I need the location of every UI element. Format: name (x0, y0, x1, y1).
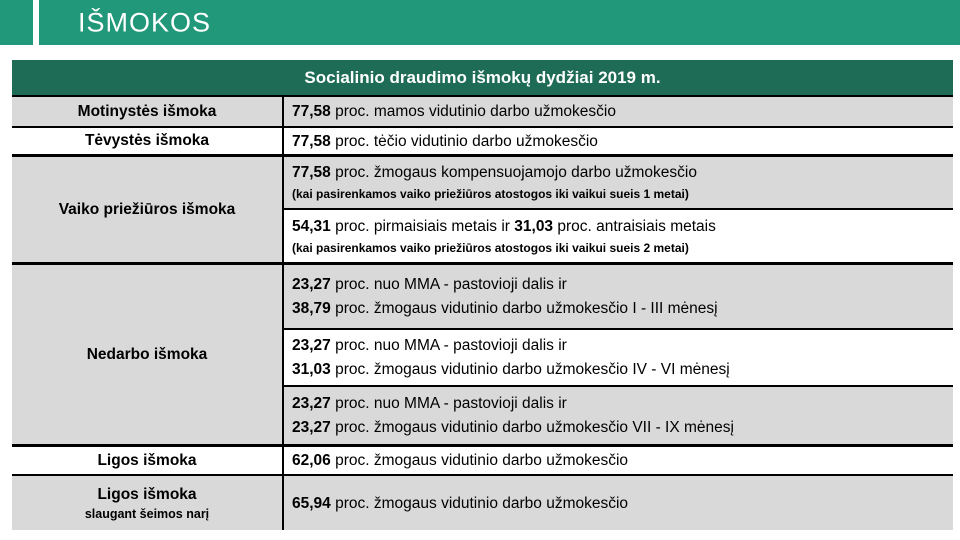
value-text: proc. nuo MMA - pastovioji dalis ir (330, 395, 567, 412)
percent-value: 31,03 (292, 361, 331, 378)
benefit-value-line: 77,58 proc. tėčio vidutinio darbo užmoke… (292, 132, 945, 151)
benefit-value-line: 77,58 proc. mamos vidutinio darbo užmoke… (292, 102, 945, 121)
percent-value: 62,06 (292, 452, 331, 469)
percent-value: 54,31 (292, 217, 331, 235)
value-text: proc. antraisiais metais (553, 217, 716, 235)
benefit-value-line: 77,58 proc. žmogaus kompensuojamojo darb… (292, 163, 945, 182)
row-label-tevystes: Tėvystės išmoka (12, 128, 284, 154)
row-tevystes: Tėvystės išmoka 77,58 proc. tėčio viduti… (12, 128, 953, 157)
value-ligos-slaugant: 65,94 proc. žmogaus vidutinio darbo užmo… (284, 476, 953, 530)
value-vaiko-option1: 77,58 proc. žmogaus kompensuojamojo darb… (284, 157, 953, 210)
row-label-line2: slaugant šeimos narį (84, 506, 210, 521)
row-label-motinystes: Motinystės išmoka (12, 97, 284, 126)
row-label-ligos: Ligos išmoka (12, 447, 284, 474)
value-text: proc. žmogaus vidutinio darbo užmokesčio… (330, 300, 718, 317)
row-label-line1: Ligos išmoka (97, 485, 197, 503)
value-motinystes: 77,58 proc. mamos vidutinio darbo užmoke… (284, 97, 953, 126)
value-nedarbo-period1: 23,27 proc. nuo MMA - pastovioji dalis i… (284, 265, 953, 330)
benefit-value-line: 23,27 proc. žmogaus vidutinio darbo užmo… (292, 418, 945, 437)
percent-value: 23,27 (292, 276, 331, 293)
value-text: proc. žmogaus kompensuojamojo darbo užmo… (330, 164, 697, 181)
value-text: proc. tėčio vidutinio darbo užmokesčio (330, 132, 598, 150)
row-nedarbo: Nedarbo išmoka 23,27 proc. nuo MMA - pas… (12, 265, 953, 447)
table-header: Socialinio draudimo išmokų dydžiai 2019 … (12, 60, 953, 97)
value-text: proc. žmogaus vidutinio darbo užmokesčio… (330, 419, 734, 436)
value-text: proc. pirmaisiais metais ir (330, 217, 515, 235)
value-text: proc. žmogaus vidutinio darbo užmokesčio (330, 494, 629, 512)
percent-value: 65,94 (292, 494, 331, 512)
percent-value: 77,58 (292, 103, 331, 120)
condition-note: (kai pasirenkamos vaiko priežiūros atost… (292, 187, 689, 201)
value-nedarbo-period3: 23,27 proc. nuo MMA - pastovioji dalis i… (284, 387, 953, 444)
value-text: proc. mamos vidutinio darbo užmokesčio (330, 103, 616, 120)
percent-value: 77,58 (292, 132, 331, 150)
benefit-value-line: 38,79 proc. žmogaus vidutinio darbo užmo… (292, 299, 945, 318)
row-vaiko-prieziuros: Vaiko priežiūros išmoka 77,58 proc. žmog… (12, 157, 953, 265)
value-tevystes: 77,58 proc. tėčio vidutinio darbo užmoke… (284, 128, 953, 154)
value-text: proc. nuo MMA - pastovioji dalis ir (330, 276, 567, 293)
slide-title-bar: IŠMOKOS (0, 0, 960, 45)
percent-value: 77,58 (292, 164, 331, 181)
percent-value: 23,27 (292, 337, 331, 354)
benefit-value-line: 65,94 proc. žmogaus vidutinio darbo užmo… (292, 494, 945, 513)
row-ligos: Ligos išmoka 62,06 proc. žmogaus vidutin… (12, 447, 953, 476)
slide-title: IŠMOKOS (78, 7, 212, 37)
table-header-title: Socialinio draudimo išmokų dydžiai 2019 … (304, 67, 661, 87)
value-text: proc. žmogaus vidutinio darbo užmokesčio (330, 452, 629, 469)
value-ligos: 62,06 proc. žmogaus vidutinio darbo užmo… (284, 447, 953, 474)
percent-value: 31,03 (514, 217, 554, 235)
value-text: proc. nuo MMA - pastovioji dalis ir (330, 337, 567, 354)
row-ligos-slaugant: Ligos išmoka slaugant šeimos narį 65,94 … (12, 476, 953, 530)
percent-value: 38,79 (292, 300, 331, 317)
row-label-nedarbo: Nedarbo išmoka (12, 265, 284, 444)
benefit-value-line: 31,03 proc. žmogaus vidutinio darbo užmo… (292, 360, 945, 379)
benefit-value-line: 23,27 proc. nuo MMA - pastovioji dalis i… (292, 394, 945, 413)
condition-note: (kai pasirenkamos vaiko priežiūros atost… (292, 240, 689, 255)
row-label-vaiko: Vaiko priežiūros išmoka (12, 157, 284, 262)
benefit-value-line: 62,06 proc. žmogaus vidutinio darbo užmo… (292, 451, 945, 470)
title-accent-stripe (33, 0, 39, 45)
benefit-value-line: 54,31 proc. pirmaisiais metais ir 31,03 … (292, 217, 945, 236)
value-text: proc. žmogaus vidutinio darbo užmokesčio… (330, 361, 730, 378)
row-label-ligos-slaugant: Ligos išmoka slaugant šeimos narį (12, 476, 284, 530)
benefit-value-line: 23,27 proc. nuo MMA - pastovioji dalis i… (292, 275, 945, 294)
value-vaiko-option2: 54,31 proc. pirmaisiais metais ir 31,03 … (284, 210, 953, 262)
benefit-value-line: 23,27 proc. nuo MMA - pastovioji dalis i… (292, 336, 945, 355)
row-motinystes: Motinystės išmoka 77,58 proc. mamos vidu… (12, 97, 953, 128)
benefits-table: Socialinio draudimo išmokų dydžiai 2019 … (12, 60, 953, 530)
percent-value: 23,27 (292, 395, 331, 412)
percent-value: 23,27 (292, 419, 331, 436)
value-nedarbo-period2: 23,27 proc. nuo MMA - pastovioji dalis i… (284, 330, 953, 387)
